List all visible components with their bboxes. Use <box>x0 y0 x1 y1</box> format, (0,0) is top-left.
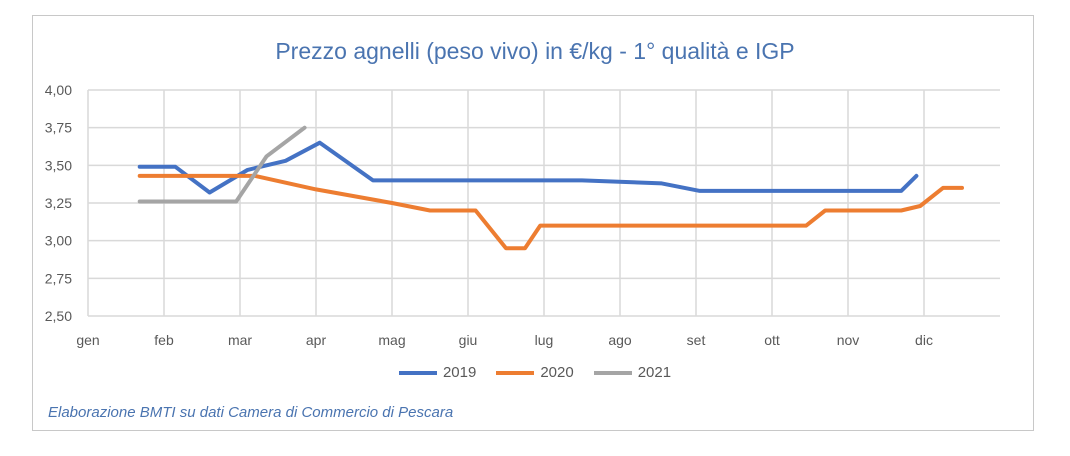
x-tick-label: feb <box>154 332 174 348</box>
x-tick-label: apr <box>306 332 327 348</box>
series-line-2019 <box>137 140 919 195</box>
x-tick-label: giu <box>459 332 478 348</box>
legend-swatch <box>398 370 437 375</box>
x-tick-label: nov <box>837 332 860 348</box>
y-tick-label: 3,25 <box>45 195 72 211</box>
chart-frame <box>32 15 1034 431</box>
legend: 2019 2020 2021 <box>0 364 1070 381</box>
y-tick-label: 2,50 <box>45 308 72 324</box>
legend-label: 2021 <box>637 364 672 381</box>
y-tick-label: 3,50 <box>45 157 72 173</box>
y-tick-label: 4,00 <box>45 82 72 98</box>
x-tick-label: ott <box>764 332 780 348</box>
y-tick-label: 2,75 <box>45 270 72 286</box>
series-line-2021 <box>137 125 307 204</box>
legend-label: 2019 <box>442 364 477 381</box>
grid-lines <box>87 89 1000 317</box>
y-tick-label: 3,00 <box>45 233 72 249</box>
series-lines <box>137 125 964 251</box>
x-axis-tick-labels: gen feb mar apr mag giu lug ago set ott nov dic <box>76 332 933 348</box>
x-tick-label: set <box>687 332 706 348</box>
y-tick-label: 3,75 <box>45 120 72 136</box>
chart-title: Prezzo agnelli (peso vivo) in €/kg - 1° … <box>275 38 795 64</box>
x-tick-label: mar <box>228 332 252 348</box>
x-tick-label: dic <box>915 332 933 348</box>
legend-label: 2020 <box>540 364 574 381</box>
legend-swatch <box>593 370 632 375</box>
x-tick-label: lug <box>535 332 554 348</box>
x-tick-label: mag <box>378 332 405 348</box>
legend-item-2021: 2021 <box>593 364 672 381</box>
legend-swatch <box>496 370 535 375</box>
legend-item-2019: 2019 <box>398 364 477 381</box>
legend-item-2020: 2020 <box>496 364 574 381</box>
x-tick-label: ago <box>608 332 632 348</box>
source-note: Elaborazione BMTI su dati Camera di Comm… <box>48 404 454 421</box>
series-line-2020 <box>137 173 964 251</box>
y-axis-tick-labels: 4,00 3,75 3,50 3,25 3,00 2,75 2,50 <box>45 82 72 324</box>
x-tick-label: gen <box>76 332 99 348</box>
